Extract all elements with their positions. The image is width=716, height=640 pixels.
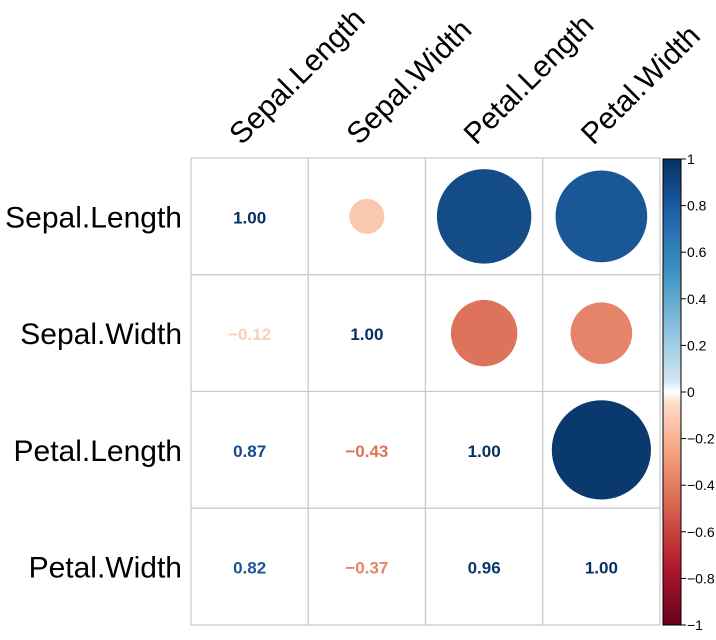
grid-cell <box>424 507 544 626</box>
grid-cell <box>190 157 309 276</box>
corr-circle-sepal-length-sepal-width <box>349 198 385 234</box>
colorbar-tick-label: −0.4 <box>687 477 715 493</box>
corr-value-label: −0.12 <box>228 325 271 344</box>
corr-value-label: 0.82 <box>233 559 266 578</box>
colorbar-tick-label: −0.6 <box>687 524 715 540</box>
row-label: Sepal.Length <box>5 201 182 234</box>
grid-cell <box>542 507 661 626</box>
column-label: Petal.Width <box>575 19 707 151</box>
row-label: Petal.Length <box>14 435 182 468</box>
corr-circle-sepal-width-petal-width <box>570 302 633 364</box>
row-label: Petal.Width <box>29 552 182 585</box>
grid-cell <box>542 274 661 393</box>
colorbar-tick-label: −0.2 <box>687 431 715 447</box>
colorbar-tick-label: 0.6 <box>687 244 707 260</box>
corr-circle-sepal-width-petal-length <box>450 299 518 367</box>
corr-value-label: 1.00 <box>350 325 383 344</box>
colorbar <box>662 158 682 626</box>
corr-value-label: 1.00 <box>233 208 266 227</box>
corr-value-label: 0.87 <box>233 442 266 461</box>
grid-cell <box>307 390 427 509</box>
corr-circle-petal-length-petal-width <box>551 400 651 500</box>
grid-cell <box>307 507 427 626</box>
corr-circle-sepal-length-petal-width <box>555 170 648 263</box>
corr-value-label: 1.00 <box>585 559 618 578</box>
grid-cell <box>307 274 427 393</box>
colorbar-tick-label: 1 <box>687 151 695 167</box>
row-label: Sepal.Width <box>20 318 182 351</box>
colorbar-tick-label: −0.8 <box>687 570 715 586</box>
corr-circle-sepal-length-petal-length <box>436 169 532 264</box>
corr-value-label: −0.43 <box>345 442 388 461</box>
grid-cell <box>190 507 309 626</box>
corr-value-label: 0.96 <box>468 559 501 578</box>
grid-cell <box>190 274 309 393</box>
colorbar-tick-label: 0 <box>687 384 695 400</box>
corr-value-label: −0.37 <box>345 559 388 578</box>
colorbar-tick-label: 0.2 <box>687 337 707 353</box>
colorbar-tick-label: 0.8 <box>687 198 707 214</box>
corr-value-label: 1.00 <box>468 442 501 461</box>
colorbar-tick-label: −1 <box>687 617 703 633</box>
colorbar-tick-label: 0.4 <box>687 291 707 307</box>
